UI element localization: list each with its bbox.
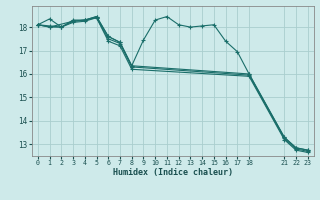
X-axis label: Humidex (Indice chaleur): Humidex (Indice chaleur) bbox=[113, 168, 233, 177]
